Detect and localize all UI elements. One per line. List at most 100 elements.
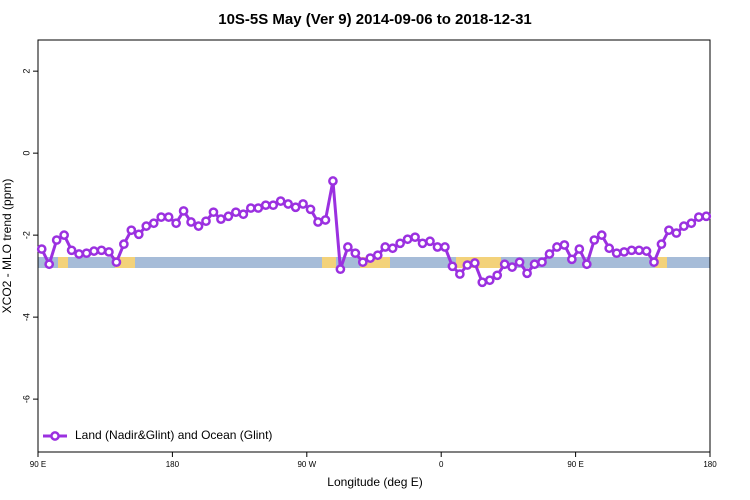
data-point bbox=[604, 243, 615, 254]
x-axis-label: Longitude (deg E) bbox=[327, 475, 422, 489]
data-point bbox=[89, 246, 99, 256]
data-point bbox=[253, 203, 264, 213]
data-point bbox=[268, 200, 279, 211]
data-point bbox=[51, 235, 62, 245]
data-point bbox=[626, 245, 637, 256]
data-point bbox=[402, 234, 413, 245]
data-point bbox=[522, 268, 532, 279]
data-point bbox=[148, 218, 159, 229]
data-point bbox=[432, 242, 443, 252]
data-point bbox=[574, 244, 585, 254]
data-point bbox=[119, 239, 129, 250]
data-point bbox=[305, 204, 316, 215]
land-patch bbox=[655, 257, 667, 268]
data-point bbox=[649, 257, 659, 268]
data-point bbox=[193, 221, 204, 231]
x-tick-label: 90 E bbox=[567, 460, 583, 469]
data-point bbox=[447, 261, 458, 272]
x-tick-label: 90 W bbox=[297, 460, 316, 469]
land-patch bbox=[360, 257, 390, 268]
land-patch bbox=[115, 257, 135, 268]
data-point bbox=[656, 239, 667, 250]
data-point bbox=[679, 221, 689, 231]
data-point bbox=[44, 259, 55, 270]
data-point bbox=[208, 207, 219, 218]
data-point bbox=[507, 262, 517, 272]
data-point bbox=[223, 211, 234, 222]
data-point bbox=[320, 215, 331, 225]
data-point bbox=[238, 209, 249, 220]
data-point bbox=[671, 228, 682, 238]
data-point bbox=[544, 249, 555, 259]
data-point bbox=[395, 238, 405, 249]
data-point bbox=[455, 269, 465, 279]
data-point bbox=[260, 200, 271, 211]
data-point bbox=[171, 218, 181, 229]
data-point bbox=[559, 240, 570, 250]
data-point bbox=[104, 247, 114, 257]
data-point bbox=[357, 257, 368, 268]
data-point bbox=[283, 199, 293, 209]
data-point bbox=[469, 258, 480, 268]
data-point bbox=[231, 207, 241, 218]
data-point bbox=[96, 245, 107, 256]
data-point bbox=[141, 221, 152, 231]
data-point bbox=[216, 214, 226, 224]
x-tick-label: 90 E bbox=[30, 460, 46, 469]
data-point bbox=[693, 212, 704, 222]
data-point bbox=[492, 270, 503, 281]
data-point bbox=[529, 259, 540, 270]
data-point bbox=[245, 203, 256, 213]
data-point bbox=[74, 249, 84, 259]
y-axis-label: XCO2 - MLO trend (ppm) bbox=[0, 179, 14, 314]
data-point bbox=[372, 250, 383, 261]
data-point bbox=[365, 253, 376, 263]
data-point bbox=[701, 211, 712, 222]
data-point bbox=[290, 202, 301, 213]
land-patch bbox=[322, 257, 336, 268]
data-point bbox=[59, 230, 69, 240]
data-point bbox=[484, 275, 495, 286]
data-point bbox=[425, 236, 435, 247]
data-point bbox=[380, 242, 391, 252]
data-point bbox=[619, 247, 629, 257]
data-point bbox=[499, 259, 510, 270]
data-point bbox=[66, 245, 77, 256]
data-point bbox=[641, 246, 652, 256]
data-point bbox=[387, 243, 398, 254]
data-point bbox=[335, 264, 346, 275]
data-point bbox=[567, 254, 577, 265]
data-point bbox=[328, 176, 338, 186]
data-point bbox=[298, 199, 308, 209]
data-point bbox=[596, 230, 607, 240]
data-point bbox=[589, 235, 600, 245]
data-point bbox=[126, 225, 137, 236]
data-point bbox=[686, 218, 697, 229]
data-point bbox=[634, 245, 644, 256]
data-point bbox=[462, 260, 473, 270]
data-point bbox=[275, 196, 286, 206]
data-point bbox=[343, 242, 353, 252]
data-point bbox=[611, 248, 622, 259]
data-point bbox=[156, 212, 167, 222]
data-point bbox=[664, 225, 674, 236]
data-point bbox=[440, 242, 450, 252]
data-point bbox=[201, 216, 211, 227]
data-point bbox=[163, 212, 174, 222]
y-tick-label: -6 bbox=[21, 395, 31, 403]
x-tick-label: 180 bbox=[166, 460, 180, 469]
y-tick-label: -4 bbox=[21, 313, 31, 321]
data-point bbox=[133, 229, 144, 240]
data-point bbox=[36, 244, 47, 254]
land-patch bbox=[58, 257, 68, 268]
data-point bbox=[178, 206, 189, 216]
data-point bbox=[313, 217, 323, 227]
data-point bbox=[581, 259, 592, 270]
data-point bbox=[417, 238, 428, 249]
data-point bbox=[410, 232, 420, 243]
data-point bbox=[186, 217, 196, 227]
y-tick-label: 0 bbox=[21, 151, 31, 156]
y-tick-label: -2 bbox=[21, 231, 31, 239]
data-point bbox=[477, 277, 488, 288]
